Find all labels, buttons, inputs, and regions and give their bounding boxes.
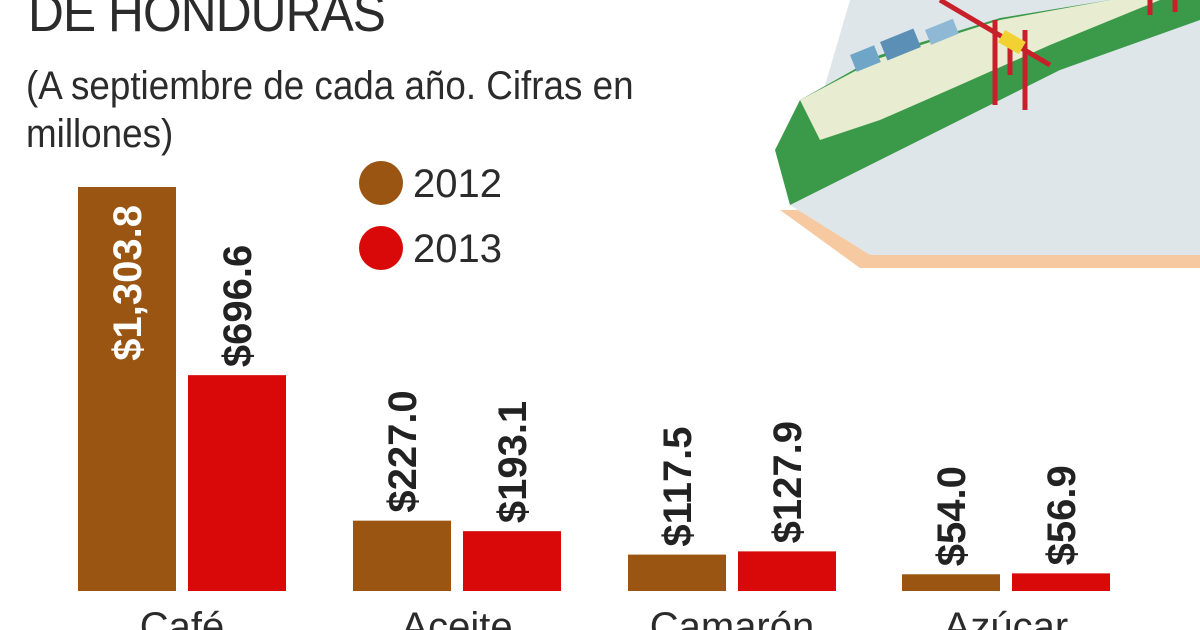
bar-aceite-2013 [463,531,561,591]
bar-aceite-2012 [353,520,451,591]
chart-title: DE HONDURAS [28,0,386,43]
bar-cafe-2013 [188,375,286,591]
bar-camaron-2013 [738,551,836,591]
bar-value-label-aceite-2013: $193.1 [491,401,535,523]
category-label-aceite: Aceite [401,605,512,630]
bar-value-label-camaron-2013: $127.9 [766,421,810,543]
bar-cafe-2012 [78,187,176,591]
container-stack [880,28,921,61]
bar-value-label-cafe-2013: $696.6 [216,245,260,367]
bar-value-label-cafe-2012: $1,303.8 [106,205,150,361]
category-labels-group: Café Aceite Camarón Azúcar [140,605,1069,630]
legend-swatch-2013 [359,226,403,270]
bars-group [78,187,1110,591]
bar-labels-group: $1,303.8 $696.6 $227.0 $193.1 $117.5 $127.9 $5… [106,205,1084,566]
legend: 2012 2013 [359,161,502,271]
bar-camaron-2012 [628,554,726,591]
crane [938,0,1178,110]
bar-value-label-azucar-2013: $56.9 [1040,465,1084,565]
category-label-camaron: Camarón [650,605,815,630]
legend-label-2013: 2013 [413,227,502,271]
legend-label-2012: 2012 [413,162,502,206]
bar-value-label-azucar-2012: $54.0 [930,466,974,566]
bar-value-label-camaron-2012: $117.5 [656,426,700,546]
bar-value-label-aceite-2012: $227.0 [381,390,425,512]
bar-azucar-2013 [1012,573,1110,591]
chart-subtitle: (A septiembre de cada año. Cifras en mil… [26,64,634,156]
ship-illustration [775,0,1200,268]
bar-azucar-2012 [902,574,1000,591]
ship-hull [775,0,1200,205]
ship-deck [800,0,1160,140]
crane-cab [998,30,1026,55]
category-label-azucar: Azúcar [944,605,1069,630]
container-stack [849,45,881,72]
container-stack [925,18,959,45]
category-label-cafe: Café [140,605,225,630]
legend-swatch-2012 [359,161,403,205]
